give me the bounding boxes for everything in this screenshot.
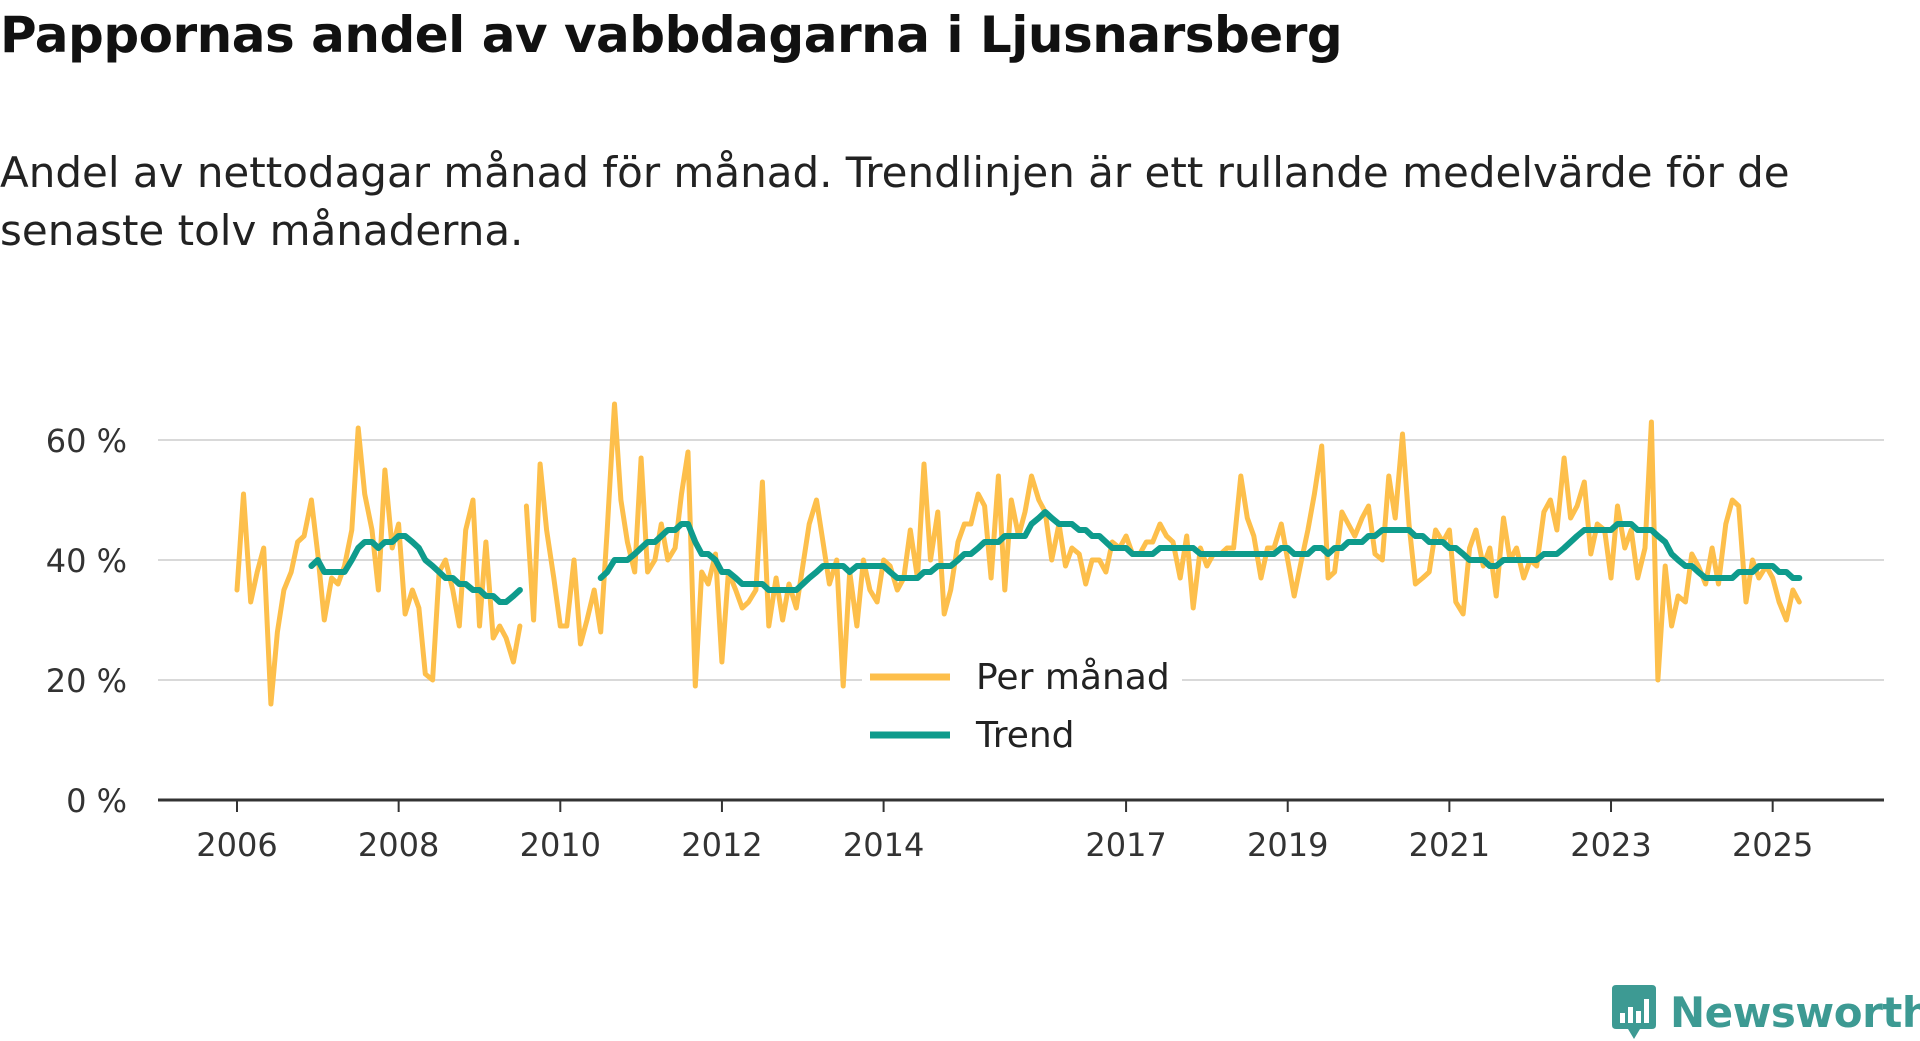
x-tick-label: 2008 — [358, 826, 439, 864]
y-axis-ticks: 0 % 20 % 40 % 60 % — [46, 422, 127, 820]
trend-line — [308, 533, 523, 605]
x-tick-label: 2014 — [843, 826, 924, 864]
y-tick-label: 60 % — [46, 422, 127, 460]
y-tick-label: 40 % — [46, 542, 127, 580]
y-tick-label: 20 % — [46, 662, 127, 700]
x-tick-label: 2010 — [520, 826, 601, 864]
y-tick-label: 0 % — [66, 782, 127, 820]
x-tick-label: 2012 — [681, 826, 762, 864]
legend-background — [862, 645, 1182, 773]
x-tick-label: 2025 — [1732, 826, 1813, 864]
chart-title: Pappornas andel av vabbdagarna i Ljusnar… — [0, 6, 1343, 64]
legend-label: Trend — [975, 715, 1075, 756]
bar-chart-logo-icon — [1612, 985, 1656, 1039]
series-lines — [234, 401, 1803, 707]
series-per-manad — [234, 401, 1802, 707]
legend-label: Per månad — [976, 657, 1170, 698]
gridlines — [158, 439, 1884, 681]
x-tick-label: 2021 — [1409, 826, 1490, 864]
x-axis: 2006 2008 2010 2012 2014 2017 2019 2021 2023 2025 — [158, 798, 1884, 864]
series-trend — [308, 509, 1803, 605]
monthly-line — [234, 425, 523, 707]
x-tick-label: 2017 — [1085, 826, 1166, 864]
trend-line — [597, 509, 1803, 593]
newsworthy-logo: Newsworthy — [1610, 983, 1920, 1041]
monthly-line — [523, 401, 1802, 689]
x-tick-label: 2019 — [1247, 826, 1328, 864]
legend: Per månad Trend — [862, 645, 1182, 773]
x-tick-label: 2006 — [196, 826, 277, 864]
chart-subtitle: Andel av nettodagar månad för månad. Tre… — [0, 148, 1790, 255]
brand-name: Newsworthy — [1670, 987, 1920, 1037]
x-tick-label: 2023 — [1570, 826, 1651, 864]
